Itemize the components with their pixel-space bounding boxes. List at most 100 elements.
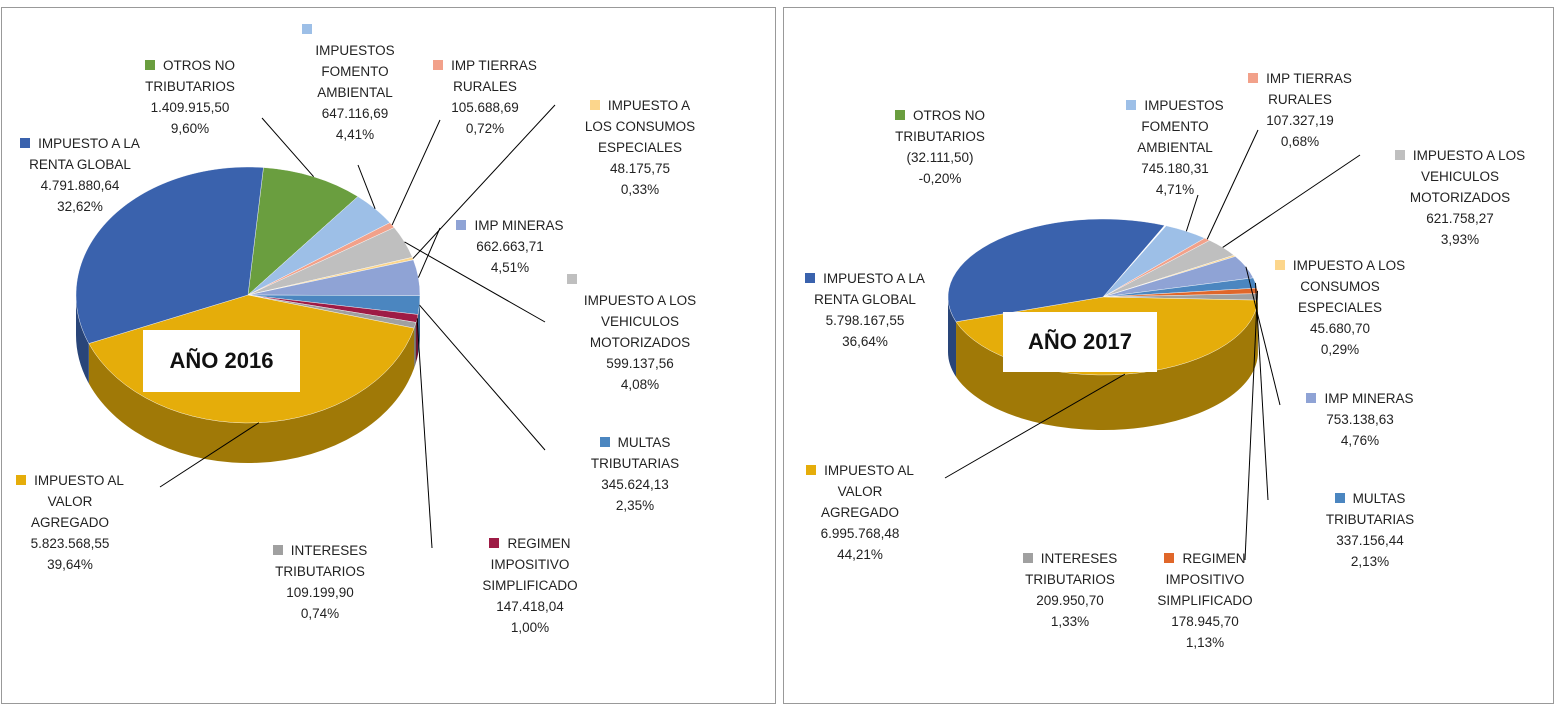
percent-label: 1,13%: [1185, 635, 1225, 650]
percent-label: 32,62%: [57, 199, 103, 214]
data-label: IMP MINERAS 753.138,63 4,76%: [1295, 388, 1425, 451]
percent-label: -0,20%: [918, 171, 962, 186]
category-label: IMPUESTO A LA RENTA GLOBAL: [5, 133, 155, 175]
legend-marker: [806, 465, 817, 475]
legend-marker: [599, 437, 610, 447]
category-label: IMP TIERRAS RURALES: [1245, 68, 1355, 110]
category-text: IMPUESTO AL VALOR AGREGADO: [30, 473, 124, 530]
slice: [247, 167, 359, 296]
data-label: IMPUESTO AL VALOR AGREGADO 5.823.568,55 39…: [10, 470, 130, 575]
value-label: 753.138,63: [1326, 412, 1394, 427]
data-label: MULTAS TRIBUTARIAS 337.156,44 2,13%: [1315, 488, 1425, 572]
category-text: REGIMEN IMPOSITIVO SIMPLIFICADO: [482, 536, 578, 593]
value-label: 745.180,31: [1141, 161, 1209, 176]
category-text: INTERESES TRIBUTARIOS: [1025, 551, 1118, 587]
leader-line: [357, 164, 376, 209]
value-label: 178.945,70: [1171, 614, 1239, 629]
leader-line: [391, 119, 441, 226]
leader-line: [1254, 282, 1269, 501]
data-label: IMPUESTO A LOS VEHICULOS MOTORIZADOS 621.…: [1385, 145, 1535, 250]
percent-label: 0,74%: [300, 606, 340, 621]
category-label: IMP TIERRAS RURALES: [430, 55, 540, 97]
leader-line: [159, 422, 260, 488]
percent-label: 2,13%: [1350, 554, 1390, 569]
category-label: IMPUESTO A LA RENTA GLOBAL: [790, 268, 940, 310]
percent-label: 4,41%: [335, 127, 375, 142]
percent-label: 36,64%: [842, 334, 888, 349]
percent-label: 0,33%: [620, 182, 660, 197]
value-label: 662.663,71: [476, 239, 544, 254]
percent-label: 4,76%: [1340, 433, 1380, 448]
value-label: 1.409.915,50: [150, 100, 230, 115]
legend-marker: [20, 138, 31, 148]
data-label: OTROS NO TRIBUTARIOS 1.409.915,50 9,60%: [120, 55, 260, 139]
legend-marker: [144, 60, 155, 70]
legend-marker: [456, 220, 467, 230]
legend-marker: [272, 545, 283, 555]
leader-line: [1245, 266, 1281, 406]
legend-marker: [567, 274, 577, 284]
leader-line: [1206, 129, 1259, 240]
category-text: IMPUESTO A LOS VEHICULOS MOTORIZADOS: [583, 293, 697, 350]
data-label: IMPUESTOS FOMENTO AMBIENTAL 647.116,69 4,4…: [302, 24, 400, 145]
value-label: (32.111,50): [906, 150, 974, 165]
legend-marker: [489, 538, 500, 548]
slice: [947, 218, 1165, 322]
chart-title: AÑO 2017: [1003, 312, 1157, 372]
percent-label: 4,71%: [1155, 182, 1195, 197]
category-text: IMP MINERAS: [1324, 391, 1414, 406]
legend-marker: [16, 475, 27, 485]
value-label: 4.791.880,64: [40, 178, 120, 193]
category-text: OTROS NO TRIBUTARIOS: [895, 108, 985, 144]
legend-marker: [433, 60, 444, 70]
percent-label: 39,64%: [47, 557, 93, 572]
data-label: IMP MINERAS 662.663,71 4,51%: [445, 215, 575, 278]
percent-label: 9,60%: [170, 121, 210, 136]
category-text: IMP MINERAS: [474, 218, 564, 233]
category-label: REGIMEN IMPOSITIVO SIMPLIFICADO: [1145, 548, 1265, 611]
percent-label: 1,00%: [510, 620, 550, 635]
category-text: IMPUESTO AL VALOR AGREGADO: [820, 463, 914, 520]
category-label: IMPUESTO A LOS VEHICULOS MOTORIZADOS: [567, 274, 705, 353]
category-label: OTROS NO TRIBUTARIOS: [120, 55, 260, 97]
category-label: REGIMEN IMPOSITIVO SIMPLIFICADO: [465, 533, 595, 596]
category-text: MULTAS TRIBUTARIAS: [590, 435, 680, 471]
category-text: IMP TIERRAS RURALES: [1266, 71, 1352, 107]
percent-label: 4,51%: [490, 260, 530, 275]
legend-marker: [1164, 553, 1175, 563]
leader-line: [1185, 194, 1199, 232]
leader-line: [419, 304, 546, 451]
value-label: 337.156,44: [1336, 533, 1404, 548]
category-label: IMPUESTOS FOMENTO AMBIENTAL: [1125, 95, 1225, 158]
category-label: IMPUESTO A LOS VEHICULOS MOTORIZADOS: [1385, 145, 1535, 208]
leader-line: [417, 227, 441, 278]
data-label: IMPUESTO A LOS CONSUMOS ESPECIALES 48.175…: [575, 95, 705, 200]
category-label: IMPUESTOS FOMENTO AMBIENTAL: [302, 24, 400, 103]
slice-side: [948, 297, 957, 377]
category-label: IMPUESTO A LOS CONSUMOS ESPECIALES: [575, 95, 705, 158]
percent-label: 0,29%: [1320, 342, 1360, 357]
data-label: OTROS NO TRIBUTARIOS (32.111,50) -0,20%: [885, 105, 995, 189]
legend-marker: [1274, 260, 1285, 270]
category-text: IMPUESTO A LOS CONSUMOS ESPECIALES: [1292, 258, 1406, 315]
category-text: IMPUESTOS FOMENTO AMBIENTAL: [1137, 98, 1224, 155]
legend-marker: [894, 110, 905, 120]
category-label: MULTAS TRIBUTARIAS: [580, 432, 690, 474]
value-label: 345.624,13: [601, 477, 669, 492]
slice-side: [956, 300, 1258, 430]
value-label: 209.950,70: [1036, 593, 1104, 608]
legend-marker: [1248, 73, 1259, 83]
category-text: IMPUESTO A LA RENTA GLOBAL: [29, 136, 140, 172]
legend-marker: [589, 100, 600, 110]
slice-side: [414, 322, 417, 369]
leader-line: [261, 117, 315, 178]
slice-side: [88, 328, 415, 463]
value-label: 6.995.768,48: [820, 526, 900, 541]
percent-label: 0,68%: [1280, 134, 1320, 149]
legend-marker: [1394, 150, 1405, 160]
category-text: IMPUESTO A LOS VEHICULOS MOTORIZADOS: [1409, 148, 1526, 205]
percent-label: 4,08%: [620, 377, 660, 392]
data-label: REGIMEN IMPOSITIVO SIMPLIFICADO 178.945,7…: [1145, 548, 1265, 653]
category-text: INTERESES TRIBUTARIOS: [275, 543, 368, 579]
legend-marker: [805, 273, 816, 283]
